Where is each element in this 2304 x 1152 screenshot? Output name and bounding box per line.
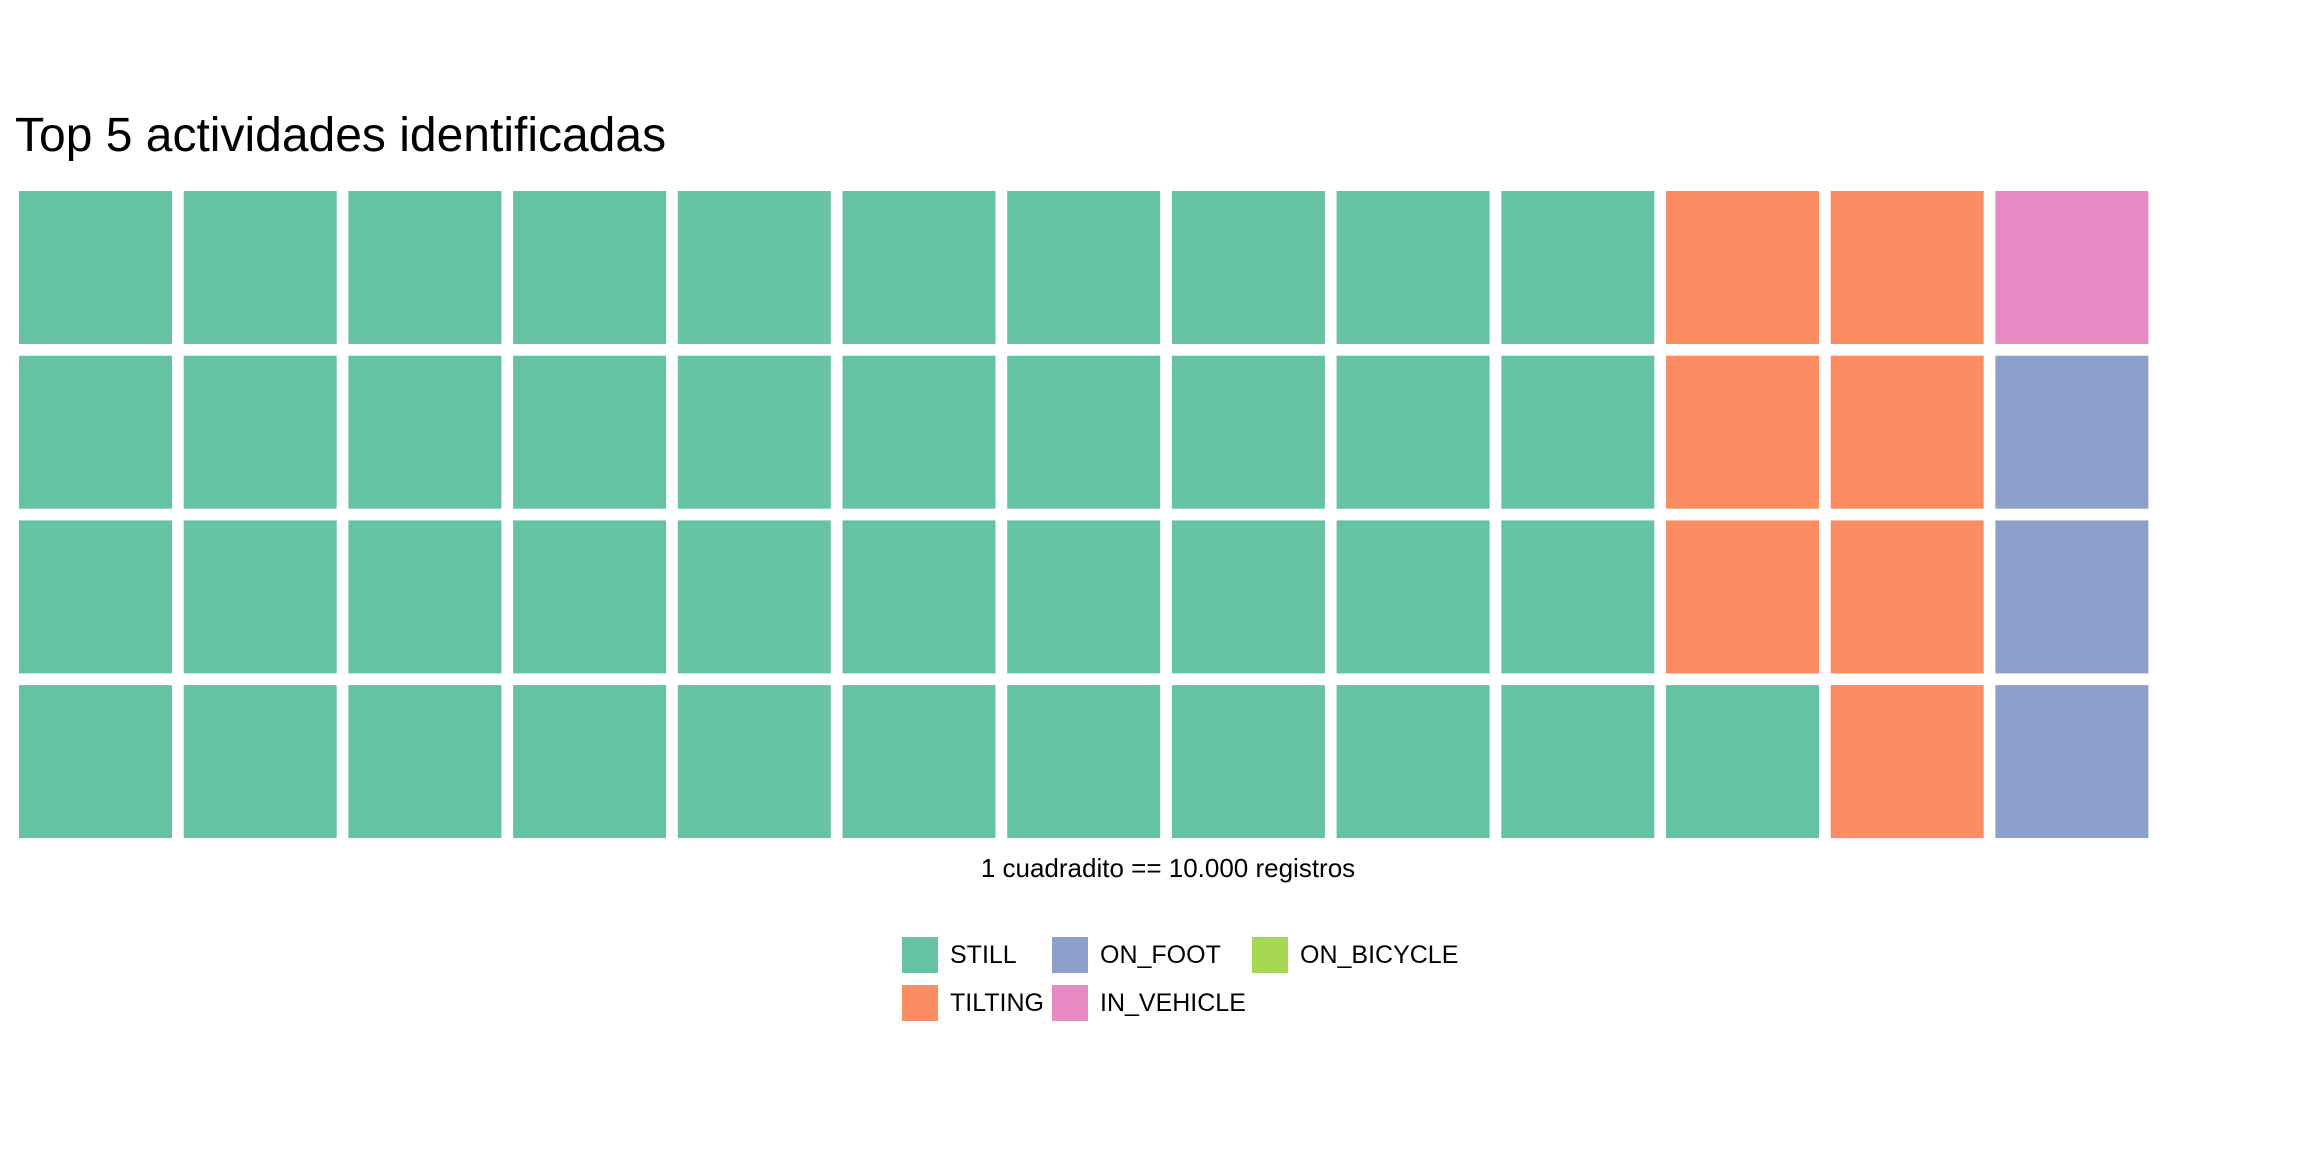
waffle-square-still [842, 355, 996, 509]
waffle-square-still [1007, 520, 1161, 674]
waffle-square-still [1501, 685, 1655, 839]
legend-label: TILTING [950, 988, 1044, 1017]
waffle-square-still [348, 191, 502, 344]
waffle-square-still [1666, 685, 1819, 839]
legend-swatch [1052, 937, 1088, 973]
waffle-square-still [513, 355, 667, 509]
waffle-square-in-vehicle [1995, 191, 2149, 344]
legend-swatch [1252, 937, 1288, 973]
waffle-square-still [19, 685, 172, 839]
waffle-square-still [513, 191, 667, 344]
waffle-square-still [183, 191, 337, 344]
waffle-square-still [842, 520, 996, 674]
waffle-square-still [1007, 355, 1161, 509]
waffle-square-tilting [1830, 191, 1984, 344]
waffle-square-still [677, 520, 831, 674]
waffle-square-still [513, 520, 667, 674]
legend-label: IN_VEHICLE [1100, 988, 1246, 1017]
waffle-chart [19, 191, 2149, 839]
waffle-square-still [1007, 685, 1161, 839]
chart-caption: 1 cuadradito == 10.000 registros [980, 853, 1356, 883]
waffle-square-still [1336, 355, 1490, 509]
waffle-square-tilting [1830, 520, 1984, 674]
waffle-square-still [1336, 685, 1490, 839]
waffle-square-still [183, 355, 337, 509]
waffle-square-still [513, 685, 667, 839]
waffle-square-still [19, 520, 172, 674]
waffle-square-tilting [1666, 191, 1819, 344]
legend-item-on-bicycle: ON_BICYCLE [1252, 937, 1458, 973]
waffle-square-still [842, 685, 996, 839]
legend-swatch [1052, 985, 1088, 1021]
waffle-square-still [183, 520, 337, 674]
waffle-square-still [1007, 191, 1161, 344]
legend-swatch [902, 985, 938, 1021]
waffle-square-still [1336, 191, 1490, 344]
legend-item-in-vehicle: IN_VEHICLE [1052, 985, 1252, 1021]
legend-swatch [902, 937, 938, 973]
waffle-square-still [348, 685, 502, 839]
waffle-square-still [677, 355, 831, 509]
legend-label: ON_BICYCLE [1300, 940, 1459, 969]
waffle-square-still [1501, 520, 1655, 674]
waffle-square-still [348, 355, 502, 509]
waffle-square-still [677, 191, 831, 344]
waffle-square-still [19, 191, 172, 344]
legend-item-on-foot: ON_FOOT [1052, 937, 1252, 973]
waffle-square-still [1501, 355, 1655, 509]
chart-title: Top 5 actividades identificadas [15, 109, 667, 162]
waffle-square-still [19, 355, 172, 509]
waffle-square-still [1171, 685, 1325, 839]
waffle-square-still [1501, 191, 1655, 344]
legend-label: STILL [950, 940, 1017, 969]
waffle-square-tilting [1830, 355, 1984, 509]
waffle-square-tilting [1830, 685, 1984, 839]
waffle-square-still [842, 191, 996, 344]
waffle-square-tilting [1666, 355, 1819, 509]
waffle-square-tilting [1666, 520, 1819, 674]
legend-label: ON_FOOT [1100, 940, 1221, 969]
waffle-square-still [1336, 520, 1490, 674]
waffle-square-still [1171, 355, 1325, 509]
legend-item-still: STILL [902, 937, 1052, 973]
waffle-square-on-foot [1995, 520, 2149, 674]
waffle-square-still [348, 520, 502, 674]
waffle-square-on-foot [1995, 355, 2149, 509]
waffle-square-still [1171, 191, 1325, 344]
waffle-square-still [1171, 520, 1325, 674]
waffle-square-still [677, 685, 831, 839]
legend-item-tilting: TILTING [902, 985, 1052, 1021]
waffle-square-on-foot [1995, 685, 2149, 839]
legend: STILL ON_FOOT ON_BICYCLE TILTING IN_VEHICLE [902, 937, 1458, 1021]
waffle-square-still [183, 685, 337, 839]
